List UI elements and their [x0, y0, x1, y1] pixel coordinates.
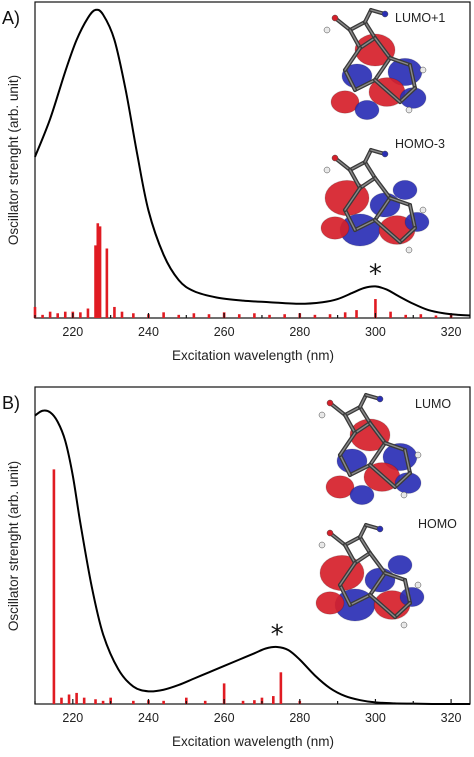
- molecule-atom: [419, 66, 427, 74]
- orbital-lobe: [392, 179, 418, 201]
- x-tick-label: 260: [214, 711, 235, 725]
- x-axis-title: Excitation wavelength (nm): [172, 734, 334, 749]
- y-axis-title: Oscillator strenght (arb. unit): [6, 461, 21, 631]
- x-tick-label: 320: [441, 325, 462, 339]
- orbital-label: LUMO: [415, 397, 451, 411]
- orbital-label: LUMO+1: [395, 11, 445, 25]
- molecule-atom: [376, 525, 384, 533]
- molecule-atom: [381, 150, 389, 158]
- molecule-atom: [405, 106, 413, 114]
- molecule-atom: [405, 246, 413, 254]
- molecule-atom: [414, 581, 422, 589]
- x-tick-label: 280: [289, 325, 310, 339]
- orbital-label: HOMO: [418, 517, 457, 531]
- molecule-atom: [376, 395, 384, 403]
- panel-label: A): [2, 8, 20, 28]
- plot-frame: [34, 386, 471, 705]
- peak-annotation: *: [271, 620, 284, 650]
- molecule-atom: [414, 451, 422, 459]
- molecule-atom: [326, 529, 334, 537]
- orbital-lobe: [330, 90, 360, 114]
- chart-panel-a: 220 240 260 280 300 320 Excitation wavelength …: [2, 1, 471, 363]
- peak-annotation: *: [369, 259, 382, 289]
- orbital-image-lumo: [318, 393, 422, 506]
- spectrum-curve: [34, 409, 470, 706]
- orbital-image-homo: [315, 523, 425, 629]
- orbital-lobe: [399, 586, 425, 608]
- molecule-atom: [323, 166, 331, 174]
- x-tick-label: 300: [365, 325, 386, 339]
- spectrum-curve: [34, 8, 471, 317]
- orbital-lobe: [349, 418, 391, 452]
- orbital-lobe: [315, 591, 345, 615]
- orbital-lobe: [320, 216, 350, 240]
- molecule-atom: [331, 154, 339, 162]
- x-tick-label: 280: [289, 711, 310, 725]
- x-tick-label: 320: [441, 711, 462, 725]
- x-tick-label: 300: [365, 711, 386, 725]
- orbital-lobe: [354, 99, 380, 121]
- stick-series: [33, 223, 453, 318]
- orbital-lobe: [387, 554, 413, 576]
- orbital-lobe: [354, 33, 396, 67]
- molecule-atom: [326, 399, 334, 407]
- x-tick-label: 240: [138, 711, 159, 725]
- orbital-image-lumo-1: [323, 8, 427, 121]
- molecule-atom: [381, 10, 389, 18]
- y-axis-title: Oscillator strenght (arb. unit): [6, 75, 21, 245]
- molecule-atom: [331, 14, 339, 22]
- orbital-lobe: [349, 484, 375, 506]
- chart-panel-b: 220 240 260 280 300 320 Excitation wavelength …: [2, 386, 471, 749]
- x-tick-label: 220: [62, 325, 83, 339]
- orbital-label: HOMO-3: [395, 137, 445, 151]
- x-tick-label: 240: [138, 325, 159, 339]
- molecule-atom: [318, 541, 326, 549]
- plot-frame: [34, 1, 471, 319]
- molecule-atom: [419, 206, 427, 214]
- panel-label: B): [2, 393, 20, 413]
- orbital-lobe: [325, 475, 355, 499]
- molecule-atom: [318, 411, 326, 419]
- orbital-lobe: [404, 211, 430, 233]
- molecule-atom: [400, 491, 408, 499]
- x-tick-label: 220: [62, 711, 83, 725]
- orbital-image-homo-3: [320, 148, 430, 254]
- x-tick-label: 260: [214, 325, 235, 339]
- x-axis-title: Excitation wavelength (nm): [172, 348, 334, 363]
- molecule-atom: [323, 26, 331, 34]
- molecule-atom: [400, 621, 408, 629]
